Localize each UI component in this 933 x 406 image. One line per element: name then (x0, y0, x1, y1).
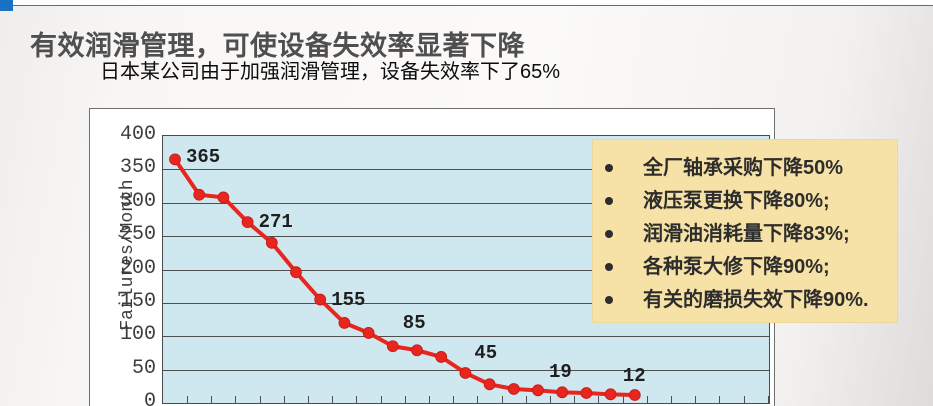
y-tick-label: 300 (119, 189, 156, 213)
y-tick-label: 350 (119, 156, 156, 180)
data-point (580, 387, 593, 399)
grid-line (163, 269, 769, 271)
x-axis-tick (525, 396, 527, 403)
data-point (435, 351, 448, 363)
grid-line (163, 169, 769, 171)
failure-line-series (169, 153, 641, 401)
x-axis-tick (622, 396, 624, 403)
x-axis-tick (235, 396, 237, 403)
data-point (507, 383, 520, 395)
x-axis-tick (598, 396, 600, 403)
y-tick-label: 0 (143, 390, 156, 406)
x-axis-tick (743, 396, 745, 403)
accent-square (0, 0, 13, 11)
bullet-icon (605, 262, 613, 271)
x-axis-tick (719, 396, 721, 403)
data-point (411, 344, 423, 357)
data-point (169, 153, 181, 166)
page-title: 有效润滑管理，可使设备失效率显著下降 (30, 31, 525, 61)
y-tick-label: 50 (131, 356, 156, 380)
callout-item-text: 液压泵更换下降80%; (643, 190, 830, 212)
y-tick-label: 250 (119, 223, 156, 247)
callout-item-text: 有关的磨损失效下降90%. (643, 289, 869, 311)
data-point (217, 191, 230, 204)
data-point (338, 316, 351, 329)
point-label: 271 (258, 211, 293, 234)
callout-item: 全厂轴承采购下降50% (593, 151, 897, 184)
top-strip (0, 0, 933, 6)
callout-item-text: 润滑油消耗量下降83%; (643, 223, 850, 245)
x-axis-tick (356, 396, 358, 403)
benefits-callout: 全厂轴承采购下降50% 液压泵更换下降80%; 润滑油消耗量下降83%; 各种泵大修下… (592, 139, 898, 323)
y-tick-label: 200 (119, 256, 156, 280)
bullet-icon (605, 295, 613, 304)
x-axis-tick (332, 396, 334, 403)
x-axis-tick (695, 396, 697, 403)
bullet-icon (605, 229, 613, 238)
data-point (604, 388, 617, 401)
data-point (483, 378, 496, 391)
data-point (314, 293, 327, 306)
data-point (193, 188, 206, 201)
x-axis-tick (671, 396, 672, 403)
point-label: 85 (402, 312, 426, 335)
x-axis-tick (550, 396, 551, 403)
data-point (265, 236, 278, 249)
callout-item: 液压泵更换下降80%; (593, 184, 897, 217)
data-point (362, 327, 375, 339)
x-axis-tick (767, 396, 769, 403)
x-axis-tick (259, 396, 261, 403)
top-divider-line (0, 5, 933, 6)
point-label: 155 (331, 288, 366, 311)
point-label: 45 (474, 341, 498, 364)
page-subtitle: 日本某公司由于加强润滑管理，设备失效率下了65% (100, 61, 561, 83)
bullet-icon (605, 163, 613, 172)
x-axis-tick (283, 396, 285, 403)
grid-line (163, 202, 769, 204)
point-label: 19 (549, 361, 572, 384)
y-tick-label: 100 (119, 323, 156, 347)
x-axis-tick (453, 396, 455, 403)
y-tick-label: 150 (119, 289, 156, 313)
x-axis-tick (429, 396, 430, 403)
callout-item: 有关的磨损失效下降90%. (593, 283, 897, 316)
data-point (628, 389, 641, 401)
data-point (459, 367, 472, 379)
x-axis-tick (574, 396, 576, 403)
x-axis-tick (477, 396, 479, 403)
callout-item: 各种泵大修下降90%; (593, 250, 897, 283)
callout-item: 润滑油消耗量下降83%; (593, 217, 897, 250)
data-point (556, 386, 569, 399)
callout-item-text: 全厂轴承采购下降50% (643, 157, 844, 179)
x-axis-tick (187, 396, 188, 403)
x-axis-tick (501, 396, 503, 403)
y-axis-tick-labels: 400 350 300 250 200 150 100 50 0 (100, 0, 156, 406)
data-point (532, 384, 544, 397)
x-axis-tick (646, 396, 648, 403)
point-label: 12 (622, 364, 646, 387)
x-axis-tick (211, 396, 213, 403)
y-axis-title: Failures/Month (118, 179, 138, 331)
data-point (241, 216, 254, 229)
data-point (386, 340, 399, 353)
grid-line (163, 336, 769, 338)
data-point (290, 266, 302, 279)
x-axis-tick (308, 396, 309, 403)
grid-line (163, 302, 769, 304)
grid-line (163, 236, 769, 238)
point-label: 365 (186, 146, 221, 169)
bullet-icon (605, 196, 613, 205)
x-axis-tick (404, 396, 406, 403)
y-tick-label: 400 (119, 123, 156, 146)
x-axis-tick (380, 396, 382, 403)
callout-item-text: 各种泵大修下降90%; (643, 256, 830, 278)
